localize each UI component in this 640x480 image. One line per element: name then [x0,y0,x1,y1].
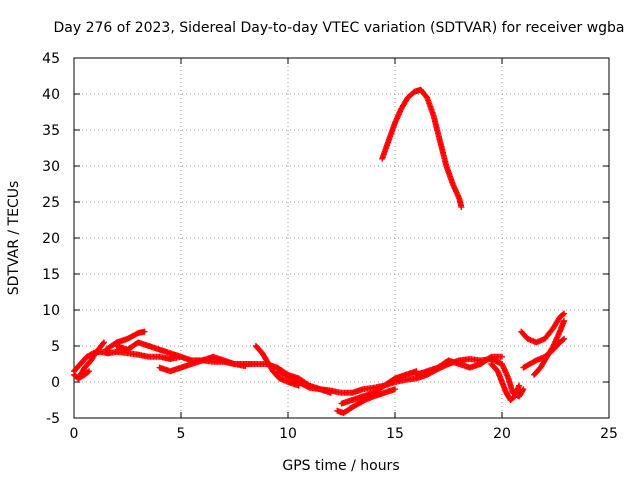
y-tick-labels: -5 0 5 10 15 20 25 30 35 40 45 [42,51,60,427]
data-points [71,86,568,416]
x-axis-label: GPS time / hours [282,458,399,474]
x-tick-label: 25 [600,426,618,442]
x-tick-label: 20 [493,426,511,442]
y-tick-label: 25 [42,195,60,211]
y-tick-label: 15 [42,267,60,283]
data-point [85,368,92,375]
y-tick-label: 0 [51,375,60,391]
data-point [520,386,527,393]
data-point [141,328,148,335]
y-axis-label: SDTVAR / TECUs [6,181,22,296]
data-point [516,382,523,389]
y-tick-label: 40 [42,87,60,103]
data-point [84,369,91,376]
data-point [458,204,465,211]
data-point [392,386,398,393]
data-point [560,311,566,318]
data-point [178,353,184,360]
y-tick-label: 20 [42,231,60,247]
y-tick-label: 45 [42,51,60,67]
y-tick-label: 35 [42,123,60,139]
x-tick-label: 15 [386,426,404,442]
x-tick-label: 5 [177,426,186,442]
x-tick-label: 0 [70,426,79,442]
data-point [327,389,334,396]
x-tick-label: 10 [279,426,297,442]
x-tick-labels: 0 5 10 15 20 25 [70,426,618,442]
data-point [560,336,566,343]
y-tick-label: 5 [51,339,60,355]
chart-title: Day 276 of 2023, Sidereal Day-to-day VTE… [53,20,624,36]
axis-ticks [73,57,610,419]
data-point [499,353,505,360]
data-point [100,339,107,346]
data-point [561,310,568,317]
data-point [242,363,249,370]
y-tick-label: 10 [42,303,60,319]
data-point [561,317,568,324]
data-point [561,335,568,342]
y-tick-label: -5 [46,411,60,427]
y-tick-label: 30 [42,159,60,175]
data-point [100,340,106,347]
